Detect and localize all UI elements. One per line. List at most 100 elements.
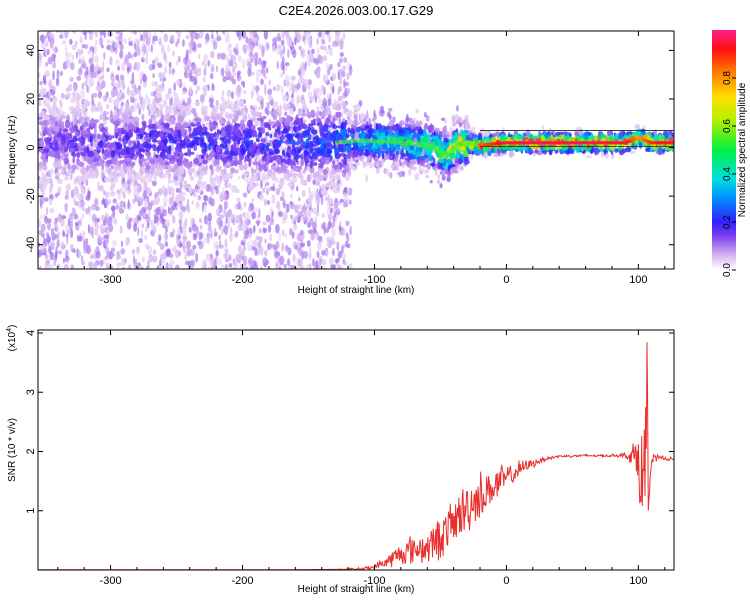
spectrogram-noise-point <box>168 66 172 76</box>
spectrogram-band-point <box>177 174 182 182</box>
spectrogram-band-point <box>454 114 460 120</box>
spectrogram-noise-point <box>327 239 333 249</box>
spectrogram-band-point <box>247 150 251 158</box>
spectrogram-noise-point <box>454 169 459 174</box>
spectrogram-noise-point <box>174 249 180 259</box>
spectrogram-noise-point <box>223 225 229 236</box>
spectrogram-band-point <box>265 131 270 137</box>
spectrogram-noise-point <box>328 257 334 266</box>
spectrogram-noise-point <box>336 264 342 269</box>
spectrogram-noise-point <box>101 44 104 49</box>
spectrogram-noise-point <box>152 249 157 255</box>
spectrogram-noise-point <box>116 202 119 210</box>
spectrogram-noise-point <box>172 203 176 211</box>
spectrogram-noise-point <box>303 78 309 88</box>
spectrogram-noise-point <box>237 201 241 210</box>
spectrogram-noise-point <box>44 197 49 202</box>
spectrogram-noise-point <box>187 25 192 30</box>
spectrogram-noise-point <box>49 207 55 214</box>
spectrogram-noise-point <box>95 250 101 259</box>
spectrogram-noise-point <box>232 71 237 78</box>
spectrogram-noise-point <box>212 41 218 50</box>
spectrogram-noise-point <box>94 228 99 236</box>
spectrogram-noise-point <box>237 224 243 232</box>
spectrogram-noise-point <box>271 194 276 204</box>
spectrogram-noise-point <box>224 238 228 249</box>
spectrogram-band-point <box>147 179 153 183</box>
spectrogram-noise-point <box>66 257 69 264</box>
spectrogram-noise-point <box>167 177 171 185</box>
spectrogram-noise-point <box>189 24 192 29</box>
spectrogram-noise-point <box>84 31 87 41</box>
spectrogram-noise-point <box>307 209 312 218</box>
spectrogram-noise-point <box>119 74 124 81</box>
spectrogram-noise-point <box>145 205 151 211</box>
spectrogram-noise-point <box>44 70 50 78</box>
spectrogram-noise-point <box>253 52 259 62</box>
spectrogram-band-point <box>113 110 118 117</box>
spectrogram-noise-point <box>230 91 234 99</box>
spectrogram-noise-point <box>221 90 225 97</box>
spectrogram-noise-point <box>215 208 221 217</box>
spectrogram-noise-point <box>80 90 86 99</box>
spectrogram-noise-point <box>157 188 164 196</box>
spectrogram-noise-point <box>397 172 400 176</box>
spectrogram-noise-point <box>205 19 208 27</box>
spectrogram-noise-point <box>146 220 150 229</box>
spectrogram-noise-point <box>94 31 98 38</box>
spectrogram-noise-point <box>215 250 219 257</box>
spectrogram-noise-point <box>222 75 227 83</box>
spectrogram-noise-point <box>209 102 214 108</box>
spectrogram-band-point <box>234 106 241 112</box>
spectrogram-band-point <box>174 182 179 186</box>
spectrogram-noise-point <box>338 68 343 74</box>
spectrogram-noise-point <box>210 51 215 59</box>
spectrogram-noise-point <box>336 31 341 38</box>
spectrogram-noise-point <box>307 48 310 56</box>
spectrogram-band-point <box>157 172 161 177</box>
spectrogram-noise-point <box>74 221 79 227</box>
spectrogram-noise-point <box>119 225 123 234</box>
spectrogram-noise-point <box>38 218 42 227</box>
spectrogram-noise-point <box>73 82 77 86</box>
spectrogram-noise-point <box>87 31 93 34</box>
spectrogram-noise-point <box>195 192 198 200</box>
spectrogram-noise-point <box>224 264 228 269</box>
spectrogram-noise-point <box>260 68 266 74</box>
spectrogram-noise-point <box>86 84 89 93</box>
spectrogram-noise-point <box>224 247 227 254</box>
spectrogram-band-point <box>84 117 88 122</box>
spectrogram-noise-point <box>187 96 192 106</box>
spectrogram-noise-point <box>50 180 54 189</box>
spectrogram-noise-point <box>199 218 202 224</box>
spectrogram-noise-point <box>59 99 63 110</box>
spectrogram-noise-point <box>262 221 267 226</box>
spectrogram-noise-point <box>102 197 105 205</box>
spectrogram-noise-point <box>247 21 251 28</box>
spectrogram-band-point <box>287 182 294 187</box>
spectrogram-noise-point <box>152 97 158 107</box>
spectrogram-noise-point <box>237 70 242 75</box>
spectrogram-noise-point <box>100 169 104 179</box>
spectrogram-band-point <box>427 116 431 120</box>
spectrogram-noise-point <box>279 255 285 266</box>
spectrogram-noise-point <box>119 50 124 59</box>
spectrogram-noise-point <box>74 40 78 46</box>
spectrogram-band-point <box>323 168 328 176</box>
spectrogram-noise-point <box>138 92 142 102</box>
spectrogram-noise-point <box>136 38 140 48</box>
spectrogram-noise-point <box>38 265 42 269</box>
spectrogram-noise-point <box>186 198 190 207</box>
spectrogram-noise-point <box>345 198 350 205</box>
spectrogram-noise-point <box>145 31 148 32</box>
spectrogram-band-point <box>187 104 193 109</box>
spectrogram-noise-point <box>99 83 104 90</box>
spectrogram-noise-point <box>171 268 173 269</box>
spectrogram-noise-point <box>38 253 41 258</box>
spectrogram-noise-point <box>327 220 332 230</box>
spectrogram-band-point <box>122 182 129 189</box>
spectrogram-noise-point <box>179 181 183 191</box>
spectrogram-noise-point <box>228 263 233 268</box>
spectrogram-noise-point <box>287 247 292 256</box>
spectrogram-noise-point <box>221 264 224 269</box>
